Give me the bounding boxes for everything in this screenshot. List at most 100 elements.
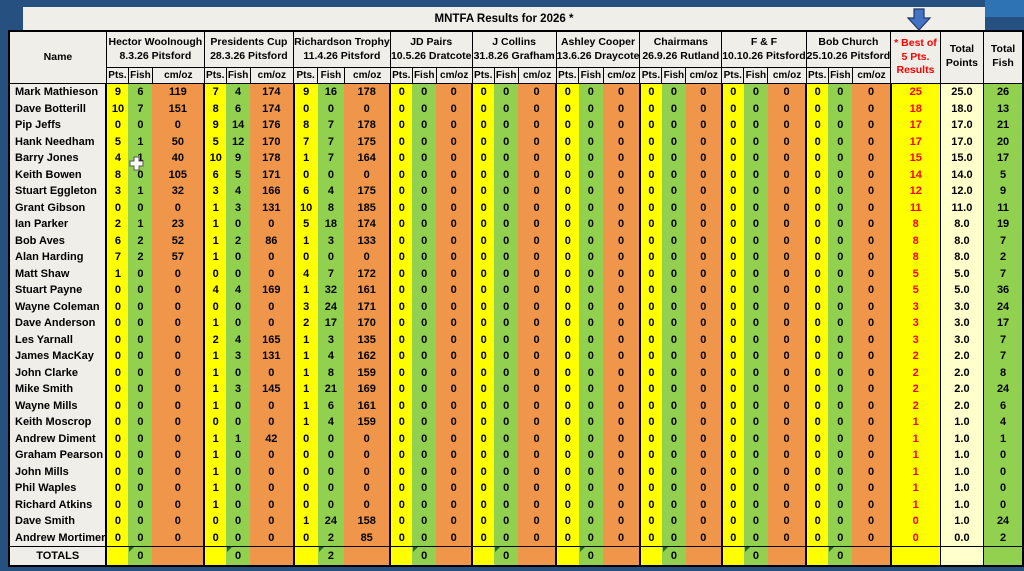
fish-cell[interactable]: 0 [578, 513, 604, 530]
fish-cell[interactable]: 0 [661, 463, 686, 480]
cmoz-cell[interactable]: 0 [152, 315, 205, 332]
cmoz-cell[interactable]: 0 [518, 463, 557, 480]
pts-cell[interactable]: 0 [638, 133, 662, 150]
fish-cell[interactable]: 7 [317, 265, 345, 282]
cmoz-cell[interactable]: 164 [344, 150, 391, 167]
pts-cell[interactable]: 0 [638, 364, 662, 381]
fish-cell[interactable]: 0 [578, 117, 604, 134]
cmoz-cell[interactable]: 0 [767, 117, 807, 134]
cmoz-cell[interactable]: 175 [344, 183, 391, 200]
total-points-cell[interactable]: 1.0 [939, 496, 984, 513]
pts-cell[interactable]: 1 [292, 414, 318, 431]
fish-cell[interactable]: 0 [743, 298, 768, 315]
fish-cell[interactable]: 0 [578, 150, 604, 167]
fish-cell[interactable]: 0 [128, 265, 153, 282]
total-fish-cell[interactable]: 21 [983, 117, 1023, 134]
cmoz-cell[interactable]: 0 [603, 496, 640, 513]
total-points-header[interactable]: Total Points [939, 30, 985, 84]
cmoz-cell[interactable]: 0 [436, 513, 473, 530]
total-fish-cell[interactable]: 8 [983, 364, 1023, 381]
total-fish-cell[interactable]: 0 [983, 496, 1023, 513]
fish-cell[interactable]: 0 [578, 166, 604, 183]
angler-name[interactable]: Bob Aves [9, 232, 107, 249]
fish-cell[interactable]: 0 [412, 397, 437, 414]
cmoz-cell[interactable]: 161 [344, 282, 391, 299]
best-of-cell[interactable]: 1 [889, 463, 941, 480]
fish-cell[interactable]: 0 [828, 513, 853, 530]
pts-cell[interactable]: 0 [105, 447, 129, 464]
cmoz-cell[interactable]: 0 [250, 315, 294, 332]
pts-cell[interactable]: 10 [292, 199, 318, 216]
cmoz-cell[interactable]: 0 [344, 166, 391, 183]
fish-cell[interactable]: 0 [828, 150, 853, 167]
fish-cell[interactable]: 4 [226, 183, 251, 200]
pts-cell[interactable]: 0 [720, 331, 744, 348]
pts-cell[interactable]: 0 [555, 216, 579, 233]
pts-cell[interactable]: 0 [471, 83, 495, 101]
cmoz-cell[interactable]: 0 [518, 117, 557, 134]
pts-cell[interactable]: 1 [203, 430, 227, 447]
cmoz-cell[interactable]: 0 [436, 133, 473, 150]
pts-cell[interactable]: 5 [292, 216, 318, 233]
best-of-cell[interactable]: 0 [889, 513, 941, 530]
fish-cell[interactable]: 0 [743, 430, 768, 447]
cmoz-cell[interactable]: 50 [152, 133, 205, 150]
pts-cell[interactable]: 1 [203, 364, 227, 381]
pts-cell[interactable]: 0 [720, 166, 744, 183]
cmoz-cell[interactable]: 185 [344, 199, 391, 216]
pts-cell[interactable]: 0 [805, 480, 829, 497]
cmoz-cell[interactable]: 0 [250, 298, 294, 315]
best-of-cell[interactable]: 2 [889, 397, 941, 414]
pts-cell[interactable]: 0 [105, 117, 129, 134]
cmoz-cell[interactable]: 0 [685, 199, 722, 216]
pts-cell[interactable]: 0 [555, 315, 579, 332]
cmoz-cell[interactable]: 0 [685, 216, 722, 233]
cmoz-cell[interactable]: 0 [685, 430, 722, 447]
pts-cell[interactable]: 0 [805, 414, 829, 431]
totals-fish-cell[interactable]: 0 [128, 546, 153, 566]
cmoz-cell[interactable]: 0 [518, 331, 557, 348]
total-fish-cell[interactable]: 17 [983, 150, 1023, 167]
cmoz-cell[interactable]: 0 [518, 265, 557, 282]
angler-name[interactable]: Dave Anderson [9, 315, 107, 332]
pts-header[interactable]: Pts. [203, 67, 227, 84]
fish-header[interactable]: Fish [743, 67, 769, 84]
fish-cell[interactable]: 0 [743, 496, 768, 513]
pts-cell[interactable]: 0 [720, 513, 744, 530]
angler-name[interactable]: John Mills [9, 463, 107, 480]
totals-fish-cell[interactable]: 0 [828, 546, 853, 566]
total-points-cell[interactable]: 3.0 [939, 315, 984, 332]
angler-name[interactable]: Dave Botterill [9, 100, 107, 117]
cmoz-cell[interactable]: 105 [152, 166, 205, 183]
pts-cell[interactable]: 0 [555, 249, 579, 266]
cmoz-cell[interactable]: 86 [250, 232, 294, 249]
pts-cell[interactable]: 0 [720, 117, 744, 134]
pts-cell[interactable]: 7 [105, 249, 129, 266]
fish-cell[interactable]: 8 [317, 364, 345, 381]
cmoz-cell[interactable]: 0 [852, 430, 891, 447]
fish-cell[interactable]: 1 [226, 430, 251, 447]
pts-cell[interactable]: 0 [389, 529, 413, 547]
pts-cell[interactable]: 0 [471, 298, 495, 315]
pts-cell[interactable]: 0 [720, 364, 744, 381]
fish-cell[interactable]: 0 [494, 513, 519, 530]
cmoz-cell[interactable]: 0 [603, 348, 640, 365]
fish-cell[interactable]: 0 [128, 348, 153, 365]
fish-cell[interactable]: 0 [494, 348, 519, 365]
pts-cell[interactable]: 0 [555, 496, 579, 513]
sheet-title[interactable]: MNTFA Results for 2026 * [23, 7, 985, 30]
cmoz-cell[interactable]: 0 [518, 100, 557, 117]
total-fish-cell[interactable]: 11 [983, 199, 1023, 216]
fish-cell[interactable]: 0 [828, 232, 853, 249]
total-fish-cell[interactable]: 13 [983, 100, 1023, 117]
fish-cell[interactable]: 0 [828, 282, 853, 299]
fish-cell[interactable]: 0 [494, 117, 519, 134]
total-fish-cell[interactable]: 5 [983, 166, 1023, 183]
fish-cell[interactable]: 0 [828, 166, 853, 183]
cmoz-cell[interactable]: 0 [518, 83, 557, 101]
cmoz-cell[interactable]: 159 [344, 414, 391, 431]
pts-cell[interactable]: 0 [805, 463, 829, 480]
fish-cell[interactable]: 2 [317, 529, 345, 547]
pts-cell[interactable]: 0 [105, 463, 129, 480]
pts-cell[interactable]: 0 [292, 447, 318, 464]
